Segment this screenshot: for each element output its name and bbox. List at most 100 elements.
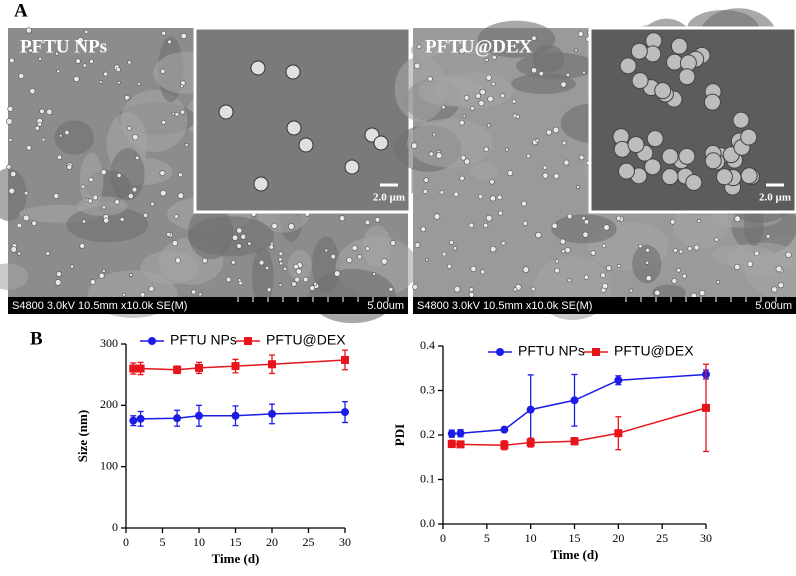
particle	[459, 119, 465, 126]
legend-label: PFTU NPs	[518, 343, 585, 359]
marker	[136, 364, 145, 373]
particle	[278, 283, 283, 287]
particle	[555, 259, 560, 264]
particle	[295, 268, 302, 275]
particle	[87, 198, 93, 204]
panel-label: A	[14, 0, 28, 21]
particle	[428, 151, 434, 157]
particle	[226, 276, 232, 283]
particle	[6, 164, 12, 170]
x-tick-label: 0	[123, 535, 129, 549]
legend-label: PFTU@DEX	[614, 343, 694, 359]
particle	[535, 138, 540, 143]
particle	[64, 130, 70, 136]
particle	[669, 219, 676, 225]
particle	[564, 247, 571, 254]
particle	[489, 245, 497, 253]
particle	[143, 212, 148, 218]
particle	[364, 219, 371, 226]
particle	[114, 199, 120, 205]
particle	[498, 210, 504, 216]
particle	[53, 193, 60, 199]
particle	[56, 69, 61, 74]
particle	[496, 194, 503, 201]
particle	[139, 292, 146, 298]
particle	[351, 245, 358, 252]
particle	[202, 257, 208, 264]
particle	[79, 243, 86, 249]
particle	[715, 168, 733, 186]
marker	[341, 355, 349, 364]
particle	[119, 217, 125, 222]
marker	[500, 441, 509, 450]
series-line	[451, 373, 707, 435]
texture-patch	[407, 118, 493, 168]
texture-patch	[516, 52, 596, 80]
particle	[459, 175, 465, 182]
x-tick-label: 20	[612, 531, 624, 545]
particle	[231, 260, 236, 265]
particle	[80, 184, 86, 189]
particle	[420, 226, 427, 233]
x-tick-label: 10	[193, 535, 205, 549]
particle	[237, 278, 242, 282]
particle	[468, 287, 474, 292]
particle	[414, 242, 421, 249]
particle	[697, 219, 702, 224]
particle	[75, 58, 81, 64]
particle	[699, 289, 706, 297]
particle	[180, 32, 187, 40]
texture-patch	[726, 242, 796, 276]
particle	[178, 172, 183, 178]
particle	[10, 171, 17, 178]
particle	[507, 170, 514, 177]
particle	[103, 71, 108, 77]
particle	[291, 281, 297, 287]
particle	[293, 263, 299, 270]
particle	[678, 147, 696, 165]
particle	[775, 265, 783, 273]
x-tick-label: 20	[266, 535, 278, 549]
particle	[184, 143, 189, 147]
scale-label: 2.0 µm	[759, 192, 791, 204]
particle	[159, 189, 167, 197]
particle	[704, 152, 722, 170]
marker	[456, 440, 465, 449]
particle	[89, 59, 94, 64]
particle	[283, 266, 288, 271]
particle	[298, 137, 314, 153]
particle	[531, 35, 537, 41]
particle	[236, 227, 243, 234]
particle	[25, 27, 32, 34]
particle	[458, 47, 466, 55]
particle	[171, 111, 176, 116]
particle	[425, 257, 429, 262]
particle	[82, 219, 87, 224]
particle	[681, 273, 687, 279]
particle	[777, 282, 785, 289]
particle	[28, 48, 33, 53]
particle	[631, 72, 649, 90]
particle	[41, 137, 46, 142]
marker	[195, 411, 203, 420]
image-label: PFTU@DEX	[425, 36, 533, 57]
particle	[530, 286, 536, 292]
particle	[462, 114, 467, 119]
particle	[101, 268, 106, 273]
particle	[581, 216, 586, 221]
particle	[446, 263, 452, 269]
particle	[654, 289, 661, 296]
marker	[129, 416, 138, 425]
info-text: S4800 3.0kV 10.5mm x10.0k SE(M)	[417, 300, 592, 312]
particle	[56, 271, 62, 277]
particle	[37, 121, 42, 127]
x-axis-title: Time (d)	[551, 547, 599, 562]
marker	[526, 405, 535, 414]
particle	[268, 244, 274, 250]
particle	[330, 254, 336, 260]
particle	[531, 67, 538, 74]
series-line	[451, 407, 707, 446]
particle	[480, 269, 486, 275]
marker	[702, 403, 710, 412]
